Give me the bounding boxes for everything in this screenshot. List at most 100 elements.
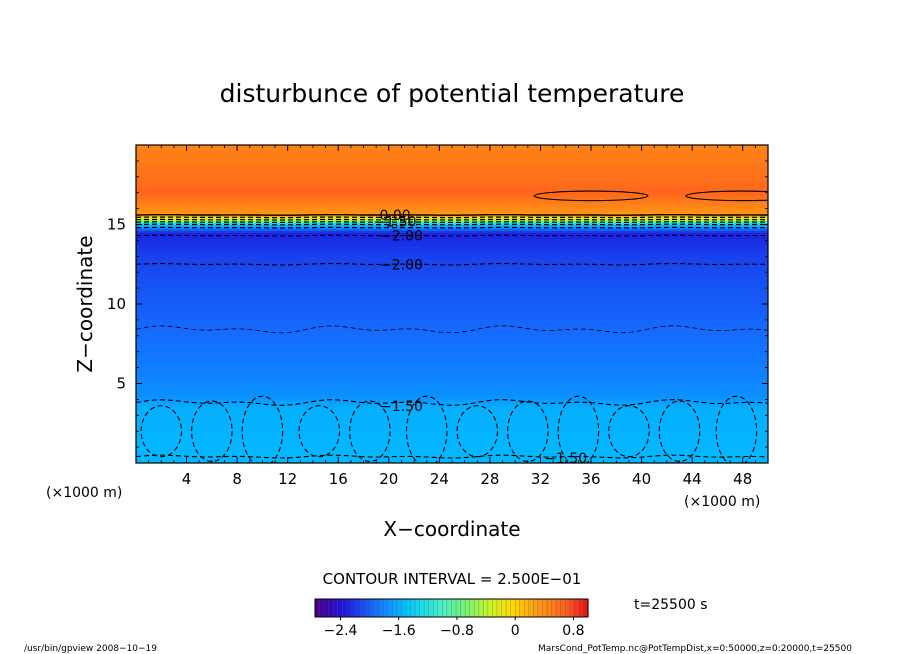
colorbar-cell	[487, 599, 494, 617]
contour-interval-label: CONTOUR INTERVAL = 2.500E−01	[323, 570, 582, 588]
heatmap-band	[136, 434, 768, 438]
heatmap-band	[136, 333, 768, 337]
colorbar-cell	[569, 599, 575, 617]
heatmap-band	[136, 291, 768, 295]
heatmap-band	[136, 267, 768, 271]
colorbar-ticks: −2.4 −1.6 −0.8 0 0.8	[323, 617, 585, 639]
contour-label: −1.50	[380, 399, 423, 415]
x-tick-label: 8	[232, 470, 242, 488]
colorbar-cell	[419, 599, 425, 617]
contour-line-dense	[136, 223, 768, 226]
heatmap-band	[136, 329, 768, 333]
time-label: t=25500 s	[634, 597, 708, 613]
heatmap-band	[136, 233, 768, 237]
heatmap-band	[136, 420, 768, 424]
colorbar-cell	[515, 599, 521, 617]
heatmap-band	[136, 396, 768, 400]
colorbar-cell	[442, 599, 448, 617]
heatmap-band	[136, 273, 768, 277]
heatmap-band	[136, 361, 768, 365]
heatmap-band	[136, 414, 768, 418]
heatmap-band	[136, 341, 768, 345]
heatmap-band	[136, 349, 768, 353]
heatmap-band	[136, 442, 768, 446]
x-tick-label: 12	[278, 470, 297, 488]
heatmap-band	[136, 323, 768, 327]
x-tick-label: 20	[379, 470, 398, 488]
heatmap-band	[136, 448, 768, 452]
colorbar-cell	[506, 599, 512, 617]
contour-cell	[456, 405, 499, 458]
heatmap-band	[136, 367, 768, 371]
colorbar-cell	[355, 599, 362, 617]
heatmap-band	[136, 247, 768, 251]
heatmap-band	[136, 377, 768, 381]
heatmap-band	[136, 283, 768, 287]
x-tick-label: 48	[733, 470, 752, 488]
colorbar-cell	[401, 599, 407, 617]
colorbar	[315, 599, 589, 617]
heatmap-band	[136, 279, 768, 283]
heatmap-band	[136, 170, 768, 174]
heatmap-band	[136, 400, 768, 404]
heatmap-band	[136, 160, 768, 164]
contour-cell	[405, 395, 448, 463]
heatmap-band	[136, 172, 768, 176]
x-tick-label: 16	[329, 470, 348, 488]
colorbar-cell	[369, 599, 375, 617]
colorbar-cell	[483, 599, 489, 617]
heatmap-band	[136, 390, 768, 394]
heatmap-band	[136, 186, 768, 190]
colorbar-tick-label: 0.8	[562, 623, 584, 639]
heatmap-band	[136, 249, 768, 253]
contour-label: −1.50	[544, 451, 587, 467]
heatmap-band	[136, 229, 768, 233]
colorbar-cell	[460, 599, 466, 617]
heatmap-band	[136, 392, 768, 396]
heatmap-band	[136, 275, 768, 279]
colorbar-cell	[578, 599, 585, 617]
colorbar-cell	[497, 599, 503, 617]
colorbar-cell	[406, 599, 412, 617]
colorbar-cell	[328, 599, 334, 617]
heatmap-band	[136, 432, 768, 436]
heatmap-band	[136, 231, 768, 235]
heatmap-band	[136, 383, 768, 386]
contour-line	[136, 325, 768, 334]
contour-line-minus-1p5	[136, 454, 768, 459]
heatmap-band	[136, 305, 768, 309]
colorbar-cell	[315, 599, 321, 617]
contour-cell	[349, 400, 391, 462]
colorbar-cell	[583, 599, 589, 617]
colorbar-cell	[551, 599, 557, 617]
heatmap-band	[136, 176, 768, 180]
heatmap-band	[136, 351, 768, 355]
heatmap-band	[136, 192, 768, 196]
colorbar-cell	[556, 599, 562, 617]
heatmap-band	[136, 379, 768, 383]
x-unit-label-left: (×1000 m)	[46, 485, 122, 501]
colorbar-cell	[396, 599, 403, 617]
heatmap-band	[136, 398, 768, 402]
footer-left: /usr/bin/gpview 2008−10−19	[24, 644, 157, 654]
heatmap-band	[136, 335, 768, 339]
colorbar-cell	[387, 599, 393, 617]
heatmap-band	[136, 357, 768, 361]
heatmap-band	[136, 253, 768, 257]
colorbar-cell	[533, 599, 539, 617]
colorbar-cell	[337, 599, 343, 617]
colorbar-cell	[492, 599, 498, 617]
heatmap-band	[136, 315, 768, 319]
y-tick-label: 5	[116, 375, 126, 393]
heatmap-band	[136, 303, 768, 307]
colorbar-cell	[378, 599, 384, 617]
heatmap-band	[136, 375, 768, 379]
heatmap-band	[136, 440, 768, 444]
contour-cell	[241, 395, 284, 463]
heatmap-band	[136, 210, 768, 214]
colorbar-cell	[324, 599, 330, 617]
colorbar-tick-label: −0.8	[440, 623, 474, 639]
heatmap-band	[136, 237, 768, 241]
contour-cell	[191, 400, 233, 462]
contour-line-dense	[136, 216, 768, 219]
